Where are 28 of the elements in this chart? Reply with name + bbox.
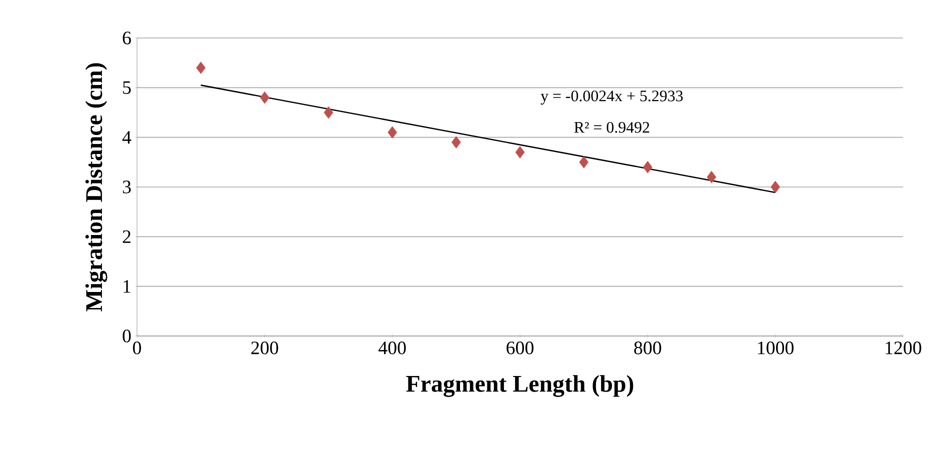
point (515, 146, 525, 158)
annotation: R² = 0.9492 (574, 122, 650, 133)
x-tick-label: 800 (634, 342, 662, 354)
point (770, 180, 780, 194)
x-tick-label: 1200 (886, 342, 922, 354)
y-tick-label: 2 (122, 230, 130, 243)
annotation: y = -0.0024x + 5.2933 (540, 90, 683, 105)
x-tick-label: 600 (506, 342, 534, 354)
x-tick-label: 0 (132, 342, 142, 354)
point (324, 106, 334, 119)
y-tick-label: 4 (122, 131, 132, 144)
x-axis-title: Fragment Length (bp) (406, 375, 634, 397)
y-axis-title: Migration Distance (cm) (85, 63, 108, 312)
point (706, 170, 716, 184)
point (642, 160, 652, 174)
x-tick-label: 1000 (758, 342, 794, 354)
point (260, 91, 270, 104)
point (451, 136, 461, 148)
point (196, 62, 206, 74)
y-tick-label: 1 (124, 280, 130, 293)
x-tick-label: 200 (251, 342, 278, 354)
y-tick-label: 5 (123, 81, 131, 94)
y-tick-label: 3 (122, 180, 131, 194)
point (579, 156, 589, 168)
point (388, 126, 398, 139)
y-tick-label: 6 (122, 32, 131, 44)
x-tick-label: 400 (378, 342, 406, 354)
y-tick-label: 0 (122, 330, 131, 342)
